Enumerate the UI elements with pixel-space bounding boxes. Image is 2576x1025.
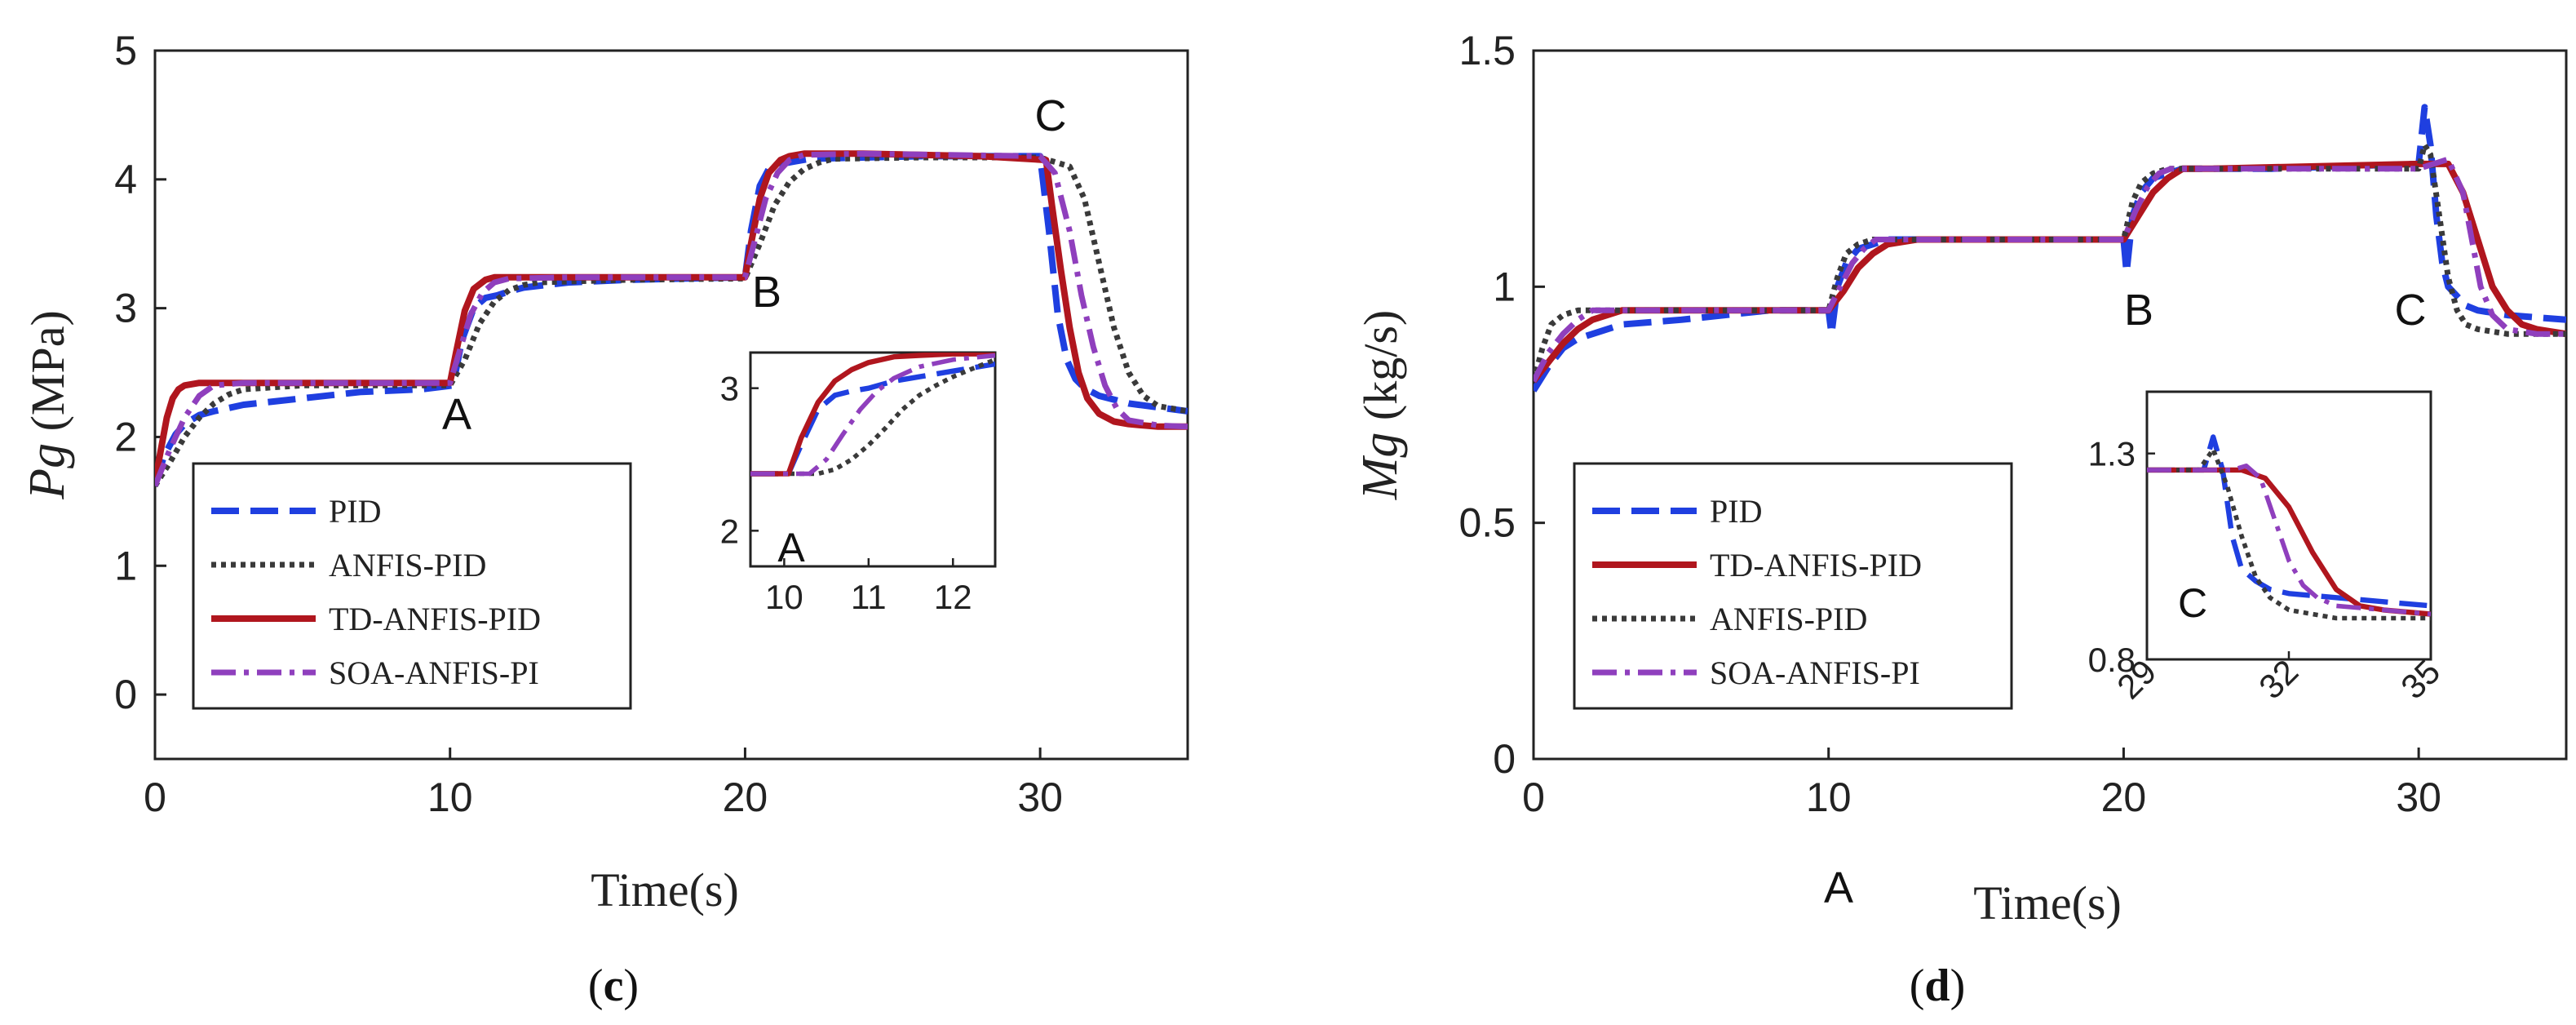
panel-c-inset-frame [749, 351, 997, 568]
c-inset-series-soa-anfis-pi [750, 353, 995, 477]
panel-c-inset-annotation: A [777, 525, 805, 570]
c-x-tick-label: 10 [427, 774, 473, 820]
c-series-soa-anfis-pi [155, 150, 1188, 487]
c-y-tick-label: 1 [114, 543, 137, 588]
d-legend-label-soa-anfis-pi: SOA-ANFIS-PI [1710, 654, 1920, 691]
c-inset-y-tick-label: 3 [720, 370, 739, 408]
panel-d-y-label: Mg (kg/s) [1352, 310, 1408, 500]
d-x-tick-label: 20 [2101, 774, 2147, 820]
c-y-tick-label: 5 [114, 28, 137, 73]
panel-c-caption: (c) [588, 961, 639, 1011]
d-inset-series-pid [2147, 434, 2431, 609]
c-y-tick-label: 2 [114, 414, 137, 459]
panel-c-y-label: Pg (MPa) [20, 310, 75, 500]
panel-d-inset-frame [2145, 390, 2432, 661]
c-x-tick-label: 20 [723, 774, 768, 820]
d-inset-series-soa-anfis-pi [2147, 463, 2431, 617]
d-inset-y-tick-label: 1.3 [2088, 435, 2136, 473]
d-legend-label-pid: PID [1710, 493, 1762, 530]
c-y-tick-label: 3 [114, 286, 137, 331]
d-inset-series-td-anfis-pid [2147, 467, 2431, 617]
panel-d-caption: (d) [1910, 961, 1965, 1011]
d-x-tick-label: 30 [2396, 774, 2441, 820]
panel-d-legend: PID TD-ANFIS-PID ANFIS-PID SOA-ANFIS-PI [1573, 462, 2013, 710]
c-series-pid [155, 153, 1188, 487]
panel-d-annotation-b: B [2124, 286, 2153, 335]
d-y-tick-label: 1 [1493, 264, 1516, 309]
panel-c-legend-box [192, 462, 632, 710]
c-y-tick-label: 0 [114, 672, 137, 717]
panel-d-inset: 29 32 350.81.3 C [2088, 390, 2447, 706]
panel-c-legend: PID ANFIS-PID TD-ANFIS-PID SOA-ANFIS-PI [192, 462, 632, 710]
panel-c-axes-frame [153, 49, 1189, 761]
d-series-anfis-pid [1534, 142, 2566, 383]
d-y-tick-label: 0 [1493, 736, 1516, 782]
panel-c-x-label: Time(s) [591, 863, 739, 916]
panel-d-annotation-a: A [1824, 863, 1853, 912]
panel-c-annotation-c: C [1035, 91, 1067, 140]
c-legend-label-soa-anfis-pi: SOA-ANFIS-PI [329, 654, 539, 691]
d-y-tick-label: 0.5 [1458, 500, 1516, 546]
c-legend-label-td-anfis-pid: TD-ANFIS-PID [329, 601, 541, 637]
panel-d-inset-annotation: C [2178, 580, 2207, 626]
d-series-soa-anfis-pi [1534, 156, 2566, 383]
d-inset-y-tick-label: 0.8 [2088, 641, 2136, 679]
c-inset-x-tick-label: 12 [934, 578, 972, 616]
d-y-tick-label: 1.5 [1458, 28, 1516, 73]
c-inset-series-td-anfis-pid [750, 353, 995, 477]
panel-c-annotation-a: A [442, 390, 471, 439]
panel-c-annotation-b: B [752, 268, 781, 317]
d-inset-series-anfis-pid [2147, 446, 2431, 621]
c-x-tick-label: 0 [144, 774, 166, 820]
c-inset-series-anfis-pid [750, 357, 995, 477]
d-x-tick-label: 0 [1522, 774, 1545, 820]
d-legend-label-anfis-pid: ANFIS-PID [1710, 601, 1867, 637]
c-legend-label-pid: PID [329, 493, 381, 530]
c-legend-label-anfis-pid: ANFIS-PID [329, 547, 486, 583]
panel-d-axes-frame [1532, 49, 2568, 761]
d-series-td-anfis-pid [1534, 160, 2566, 384]
panel-d-legend-box [1573, 462, 2013, 710]
c-inset-x-tick-label: 11 [851, 578, 887, 616]
panel-c-inset: 10 11 12 2 3 A [720, 351, 997, 616]
d-legend-label-td-anfis-pid: TD-ANFIS-PID [1710, 547, 1922, 583]
panel-d-x-label: Time(s) [1973, 876, 2122, 930]
c-y-tick-label: 4 [114, 157, 137, 202]
d-x-tick-label: 10 [1806, 774, 1852, 820]
d-series-pid [1534, 104, 2566, 393]
c-x-tick-label: 30 [1017, 774, 1063, 820]
c-series-anfis-pid [155, 154, 1188, 488]
c-series-td-anfis-pid [155, 150, 1188, 483]
c-inset-x-tick-label: 10 [765, 578, 803, 616]
c-inset-y-tick-label: 2 [720, 512, 739, 550]
panel-d-annotation-c: C [2395, 286, 2427, 335]
